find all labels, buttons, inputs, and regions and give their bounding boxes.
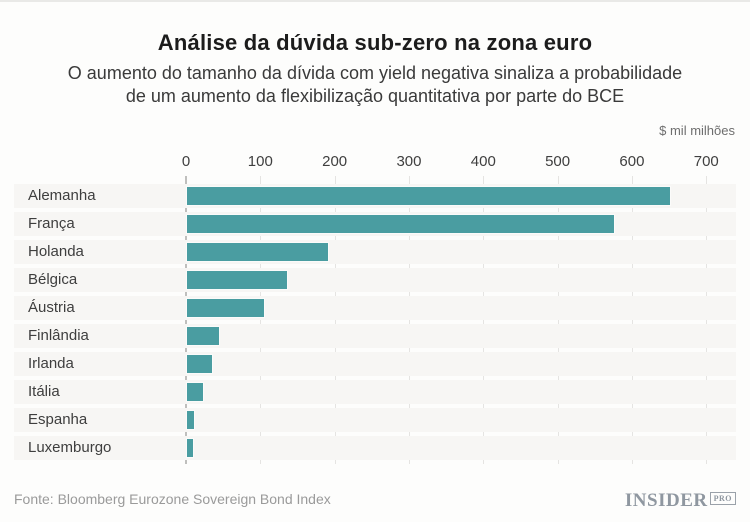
x-tick-label: 500 bbox=[545, 153, 571, 170]
bar bbox=[187, 383, 203, 401]
gridline bbox=[483, 176, 485, 464]
bar-row bbox=[14, 408, 736, 432]
axis-zero-line bbox=[185, 176, 187, 464]
gridline bbox=[408, 176, 410, 464]
chart-subtitle: O aumento do tamanho da dívida com yield… bbox=[0, 62, 750, 108]
bar bbox=[187, 187, 670, 205]
bar-row bbox=[14, 240, 736, 264]
x-tick-label: 0 bbox=[181, 153, 191, 170]
insiderpro-logo: INSIDER PRO bbox=[625, 490, 736, 512]
country-label: Alemanha bbox=[28, 187, 96, 204]
gridline bbox=[260, 176, 262, 464]
plot-area: Alemanha França Holanda Bélgica Áustria Finlâ… bbox=[14, 176, 736, 464]
bar bbox=[187, 299, 264, 317]
x-tick-label: 400 bbox=[470, 153, 496, 170]
chart-subtitle-line-1: O aumento do tamanho da dívida com yield… bbox=[67, 63, 683, 83]
x-tick-label: 300 bbox=[396, 153, 422, 170]
country-label: Holanda bbox=[28, 243, 84, 260]
country-label: Finlândia bbox=[28, 327, 89, 344]
gridline bbox=[631, 176, 633, 464]
bar bbox=[187, 439, 193, 457]
country-label: Luxemburgo bbox=[28, 439, 112, 456]
logo-pro-badge: PRO bbox=[709, 492, 736, 505]
country-label: Bélgica bbox=[28, 271, 78, 288]
chart-title: Análise da dúvida sub-zero na zona euro bbox=[157, 30, 593, 55]
bar bbox=[187, 243, 328, 261]
bar bbox=[187, 355, 212, 373]
bar-row bbox=[14, 296, 736, 320]
bar bbox=[187, 215, 614, 233]
chart-subtitle-line-2: de um aumento da flexibilização quantita… bbox=[125, 86, 625, 106]
gridline bbox=[334, 176, 336, 464]
x-tick-label: 700 bbox=[693, 153, 719, 170]
x-tick-label: 600 bbox=[619, 153, 645, 170]
bar-row bbox=[14, 436, 736, 460]
country-label: Espanha bbox=[28, 411, 88, 428]
gridline bbox=[557, 176, 559, 464]
bar-row bbox=[14, 352, 736, 376]
bar-row bbox=[14, 268, 736, 292]
country-label: França bbox=[28, 215, 75, 232]
x-tick-label: 100 bbox=[247, 153, 273, 170]
bar bbox=[187, 411, 194, 429]
country-label: Irlanda bbox=[28, 355, 74, 372]
x-tick-label: 200 bbox=[322, 153, 348, 170]
bar bbox=[187, 327, 219, 345]
bar-row bbox=[14, 380, 736, 404]
x-axis: 0 100 200 300 400 500 600 700 bbox=[0, 153, 750, 173]
bar-row bbox=[14, 324, 736, 348]
axis-unit-label: $ mil milhões bbox=[659, 123, 735, 138]
gridline bbox=[706, 176, 708, 464]
country-label: Áustria bbox=[28, 299, 75, 316]
country-label: Itália bbox=[28, 383, 60, 400]
logo-text: INSIDER bbox=[624, 490, 708, 511]
source-note: Fonte: Bloomberg Eurozone Sovereign Bond… bbox=[14, 491, 331, 507]
bar bbox=[187, 271, 287, 289]
